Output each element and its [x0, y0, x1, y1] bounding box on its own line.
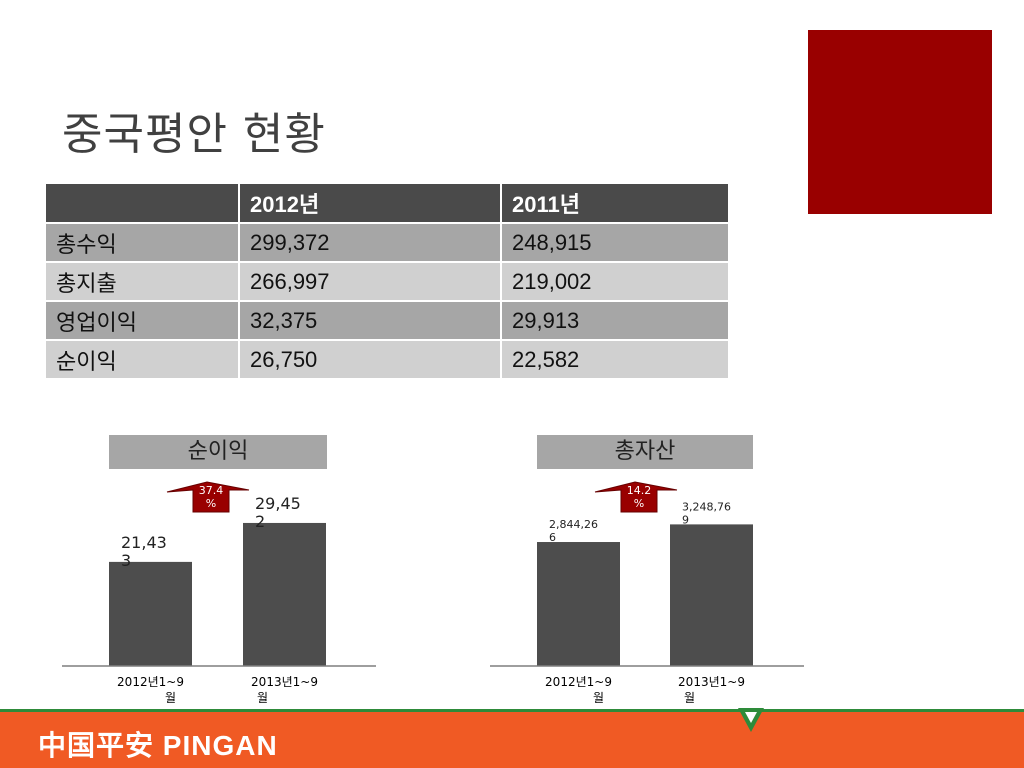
- table-row: 총지출 266,997 219,002: [44, 261, 730, 302]
- table-row: 영업이익 32,375 29,913: [44, 300, 730, 341]
- growth-arrow-icon: [166, 481, 250, 513]
- table-cell: 32,375: [238, 300, 502, 341]
- category-label: 2013년1~9 월: [251, 675, 318, 705]
- footer-divider: [0, 709, 1024, 712]
- footer-bar: [0, 712, 1024, 768]
- table-header-cell: 2011년: [500, 182, 730, 224]
- chart-title-net-profit: 순이익: [109, 435, 327, 469]
- table-cell: 29,913: [500, 300, 730, 341]
- table-header-cell: [44, 182, 240, 224]
- bar: [109, 561, 192, 666]
- table-row: 총수익 299,372 248,915: [44, 222, 730, 263]
- chart-title-total-assets: 총자산: [537, 435, 753, 469]
- net-profit-chart: 21,43 3 29,45 2 2012년1~9 월 2013년1~9 월 37.4%: [62, 481, 376, 705]
- row-label: 영업이익: [44, 300, 240, 341]
- category-label: 2012년1~9 월: [117, 675, 184, 705]
- growth-arrow-icon: [594, 481, 678, 513]
- table-header-row: 2012년 2011년: [44, 182, 730, 224]
- table-header-cell: 2012년: [238, 182, 502, 224]
- table-cell: 266,997: [238, 261, 502, 302]
- table-cell: 26,750: [238, 339, 502, 380]
- growth-label: 14.2%: [627, 484, 652, 510]
- row-label: 총지출: [44, 261, 240, 302]
- ping-an-logo: 中国平安 PINGAN: [38, 730, 278, 761]
- data-label: 29,45 2: [255, 494, 301, 531]
- data-label: 21,43 3: [121, 533, 167, 570]
- data-label: 3,248,76 9: [682, 500, 731, 526]
- red-accent-block: [808, 30, 992, 214]
- category-label: 2012년1~9 월: [545, 675, 612, 705]
- bar: [243, 522, 326, 666]
- table-row: 순이익 26,750 22,582: [44, 339, 730, 380]
- data-label: 2,844,26 6: [549, 518, 598, 544]
- category-label: 2013년1~9 월: [678, 675, 745, 705]
- ping-an-emblem-icon: [738, 708, 764, 732]
- bar: [537, 542, 620, 666]
- table-cell: 248,915: [500, 222, 730, 263]
- financial-table: 2012년 2011년 총수익 299,372 248,915 총지출 266,…: [44, 182, 730, 380]
- row-label: 총수익: [44, 222, 240, 263]
- total-assets-chart: 2,844,26 6 3,248,76 9 2012년1~9 월 2013년1~9 월 14.2…: [490, 481, 804, 705]
- table-cell: 22,582: [500, 339, 730, 380]
- growth-label: 37.4%: [199, 484, 224, 510]
- table-cell: 299,372: [238, 222, 502, 263]
- page-title: 중국평안 현황: [62, 109, 326, 160]
- row-label: 순이익: [44, 339, 240, 380]
- bar: [670, 524, 753, 666]
- table-cell: 219,002: [500, 261, 730, 302]
